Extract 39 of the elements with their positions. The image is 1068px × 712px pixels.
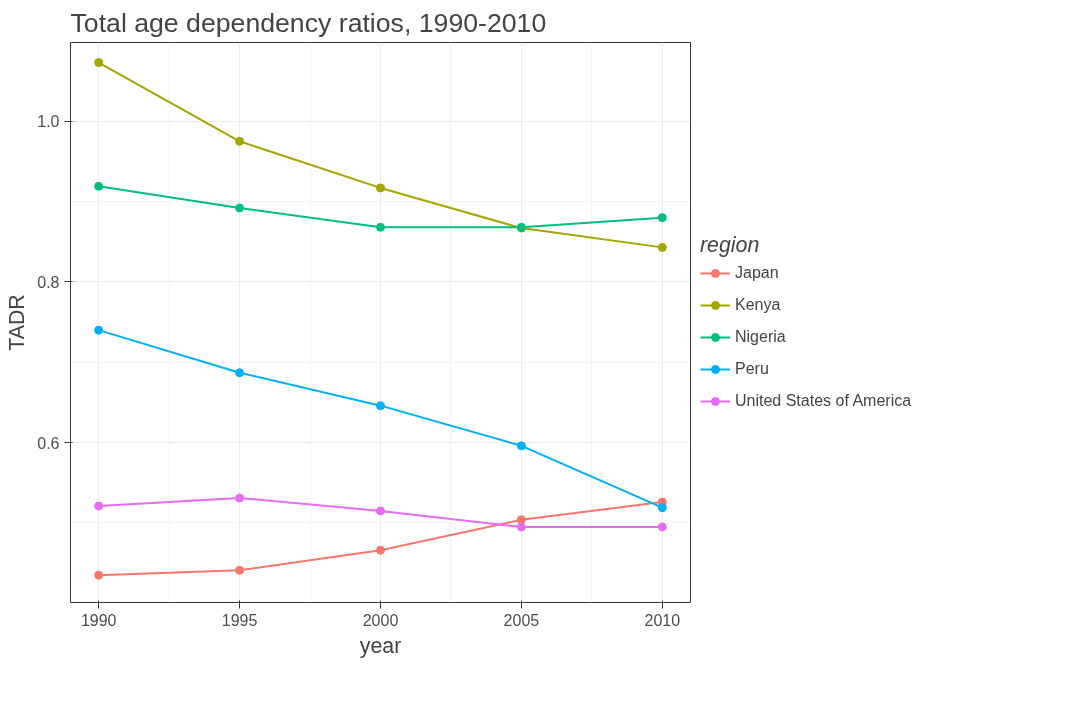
point xyxy=(376,506,385,516)
y-tick-label: 0.6 xyxy=(37,434,60,452)
x-tick-label: 2000 xyxy=(362,611,399,629)
point xyxy=(235,136,245,146)
point xyxy=(94,570,104,580)
point xyxy=(235,493,245,503)
point xyxy=(657,213,667,223)
chart-title: Total age dependency ratios, 1990-2010 xyxy=(70,7,547,38)
point xyxy=(235,368,245,378)
point xyxy=(94,58,104,68)
point xyxy=(657,522,667,532)
x-tick-label: 2005 xyxy=(503,611,540,629)
legend-title: region xyxy=(700,233,761,258)
legend-label: Peru xyxy=(735,360,769,378)
x-axis-title: year xyxy=(359,633,402,658)
y-tick-label: 0.8 xyxy=(37,273,60,291)
y-axis-title: TADR xyxy=(5,294,30,351)
point xyxy=(516,515,526,525)
point xyxy=(516,522,526,532)
point xyxy=(94,181,104,191)
point xyxy=(376,222,385,232)
legend-label: Nigeria xyxy=(735,328,786,346)
legend-label: United States of America xyxy=(735,392,912,410)
point xyxy=(657,242,667,252)
point xyxy=(376,183,385,193)
point xyxy=(235,203,245,213)
point xyxy=(657,503,667,513)
x-tick-label: 1990 xyxy=(80,611,117,629)
legend-label: Kenya xyxy=(735,296,781,314)
point xyxy=(235,565,245,575)
point xyxy=(516,441,526,451)
x-tick-label: 1995 xyxy=(221,611,258,629)
point xyxy=(376,545,385,555)
legend-label: Japan xyxy=(735,264,779,282)
point xyxy=(376,401,385,411)
y-tick-label: 1.0 xyxy=(37,113,60,131)
point xyxy=(94,325,104,335)
x-tick-label: 2010 xyxy=(644,611,681,629)
point xyxy=(94,501,104,511)
